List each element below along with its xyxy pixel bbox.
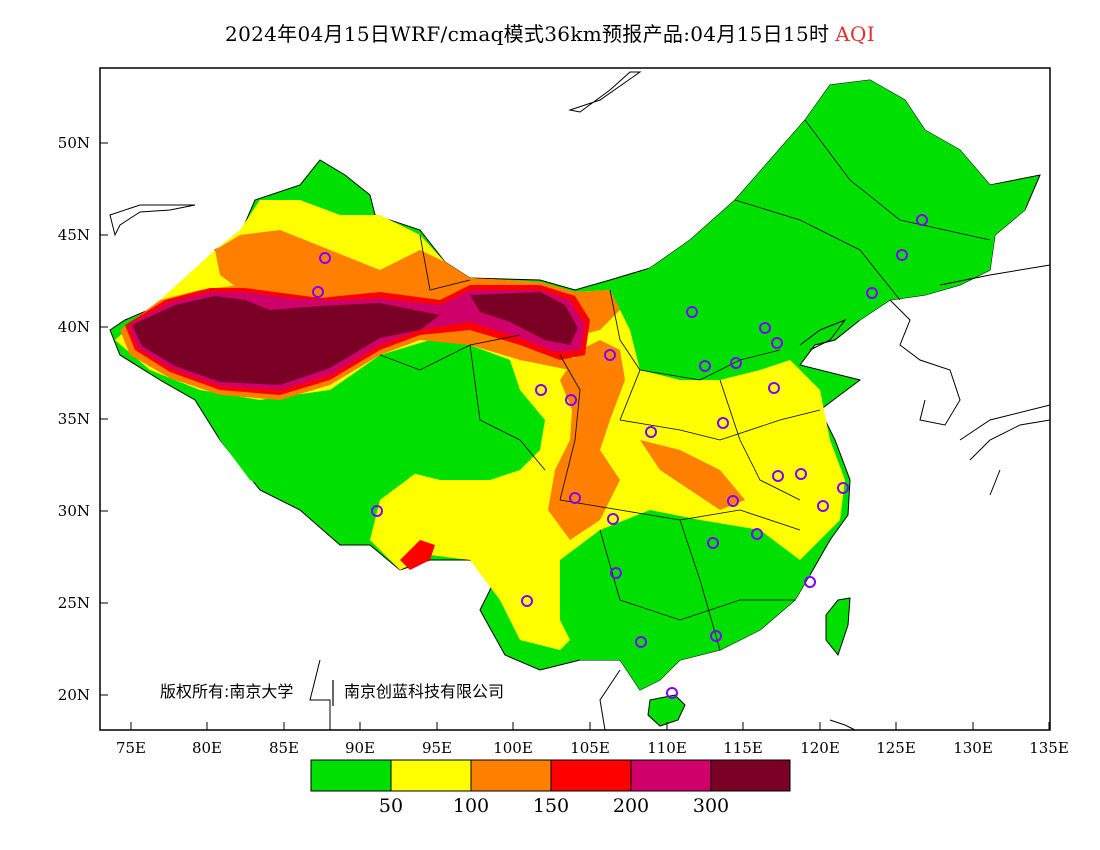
- lat-label: 50N: [58, 134, 90, 152]
- legend-label: 300: [693, 795, 729, 817]
- map-title: 2024年04月15日WRF/cmaq模式36km预报产品:04月15日15时 A…: [0, 18, 1100, 47]
- region-good-south: [560, 510, 810, 690]
- aqi-legend: [310, 759, 791, 792]
- legend-label: 150: [533, 795, 569, 817]
- region-usg-spot: [400, 540, 435, 570]
- copyright-company: 南京创蓝科技有限公司: [344, 682, 504, 701]
- legend-label: 50: [379, 795, 403, 817]
- legend-swatch-unhealthy: [550, 759, 632, 792]
- legend-labels: 50 100 150 200 300: [379, 795, 729, 817]
- lat-label: 25N: [58, 594, 90, 612]
- lon-label: 80E: [192, 739, 222, 757]
- region-good-northeast: [610, 80, 1035, 372]
- region-good-tibet: [200, 340, 545, 525]
- coastlines: [109, 71, 1051, 731]
- map-title-text: 2024年04月15日WRF/cmaq模式36km预报产品:04月15日15时: [225, 22, 830, 46]
- lon-label: 75E: [116, 739, 146, 757]
- legend-label: 200: [613, 795, 649, 817]
- region-usg-central: [548, 340, 625, 540]
- lat-label: 30N: [58, 502, 90, 520]
- copyright-owner: 版权所有:南京大学: [160, 682, 293, 701]
- legend-swatch-hazardous: [710, 759, 791, 792]
- lon-label: 110E: [647, 739, 687, 757]
- lon-label: 125E: [876, 739, 916, 757]
- legend-label: 100: [453, 795, 489, 817]
- lon-label: 90E: [345, 739, 375, 757]
- lon-label: 130E: [953, 739, 993, 757]
- province-boundaries: [379, 119, 991, 651]
- lat-labels: 20N 25N 30N 35N 40N 45N 50N: [58, 134, 90, 704]
- region-hazardous-tarim: [132, 296, 440, 385]
- lon-label: 85E: [269, 739, 299, 757]
- station-markers: [312, 214, 928, 699]
- legend-swatch-moderate: [390, 759, 472, 792]
- lat-label: 35N: [58, 410, 90, 428]
- lon-label: 120E: [800, 739, 840, 757]
- lon-label: 135E: [1029, 739, 1069, 757]
- lat-label: 45N: [58, 226, 90, 244]
- legend-swatch-good: [310, 759, 392, 792]
- lon-label: 100E: [493, 739, 533, 757]
- aqi-fill-layer: [109, 79, 1041, 727]
- legend-swatch-usg: [470, 759, 552, 792]
- axis-ticks: [100, 142, 1050, 730]
- region-usg-east: [640, 440, 745, 510]
- legend-swatch-very-unhealthy: [630, 759, 712, 792]
- map-title-variable: AQI: [835, 22, 875, 46]
- lat-label: 20N: [58, 686, 90, 704]
- lon-label: 115E: [723, 739, 763, 757]
- lat-label: 40N: [58, 318, 90, 336]
- lon-label: 95E: [422, 739, 452, 757]
- hainan-island: [647, 694, 686, 727]
- lon-label: 105E: [570, 739, 610, 757]
- region-hazardous-gobi: [470, 292, 578, 345]
- lon-labels: 75E 80E 85E 90E 95E 100E 105E 110E 115E …: [116, 739, 1069, 757]
- taiwan-island: [825, 597, 851, 657]
